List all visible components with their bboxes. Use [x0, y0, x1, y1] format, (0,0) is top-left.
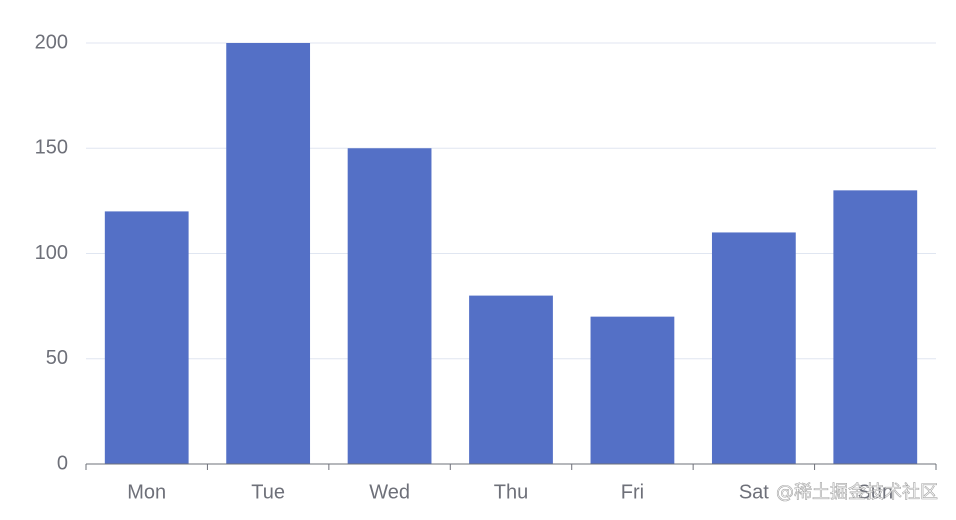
x-tick-label: Tue [251, 481, 285, 503]
bar [833, 190, 918, 464]
bar [590, 316, 675, 464]
x-tick-label: Fri [621, 481, 644, 503]
bar [347, 148, 432, 464]
y-tick-label: 0 [57, 452, 68, 474]
x-tick-label: Wed [369, 481, 410, 503]
y-tick-label: 200 [35, 31, 68, 53]
x-tick-label: Sat [739, 481, 769, 503]
plot-area: 0 50 100 150 200 Mon Tue Wed Thu Fri Sat Sun [35, 31, 937, 503]
watermark: @稀土掘金技术社区 [776, 482, 938, 503]
y-tick-label: 100 [35, 242, 68, 264]
bar [469, 295, 553, 464]
x-tick-label: Sun [857, 481, 893, 503]
bar [226, 43, 311, 464]
y-tick-label: 150 [35, 137, 68, 159]
bar [104, 211, 189, 464]
y-tick-label: 50 [46, 347, 68, 369]
x-tick-label: Mon [127, 481, 166, 503]
x-tick-label: Thu [494, 481, 528, 503]
bar [711, 232, 796, 464]
